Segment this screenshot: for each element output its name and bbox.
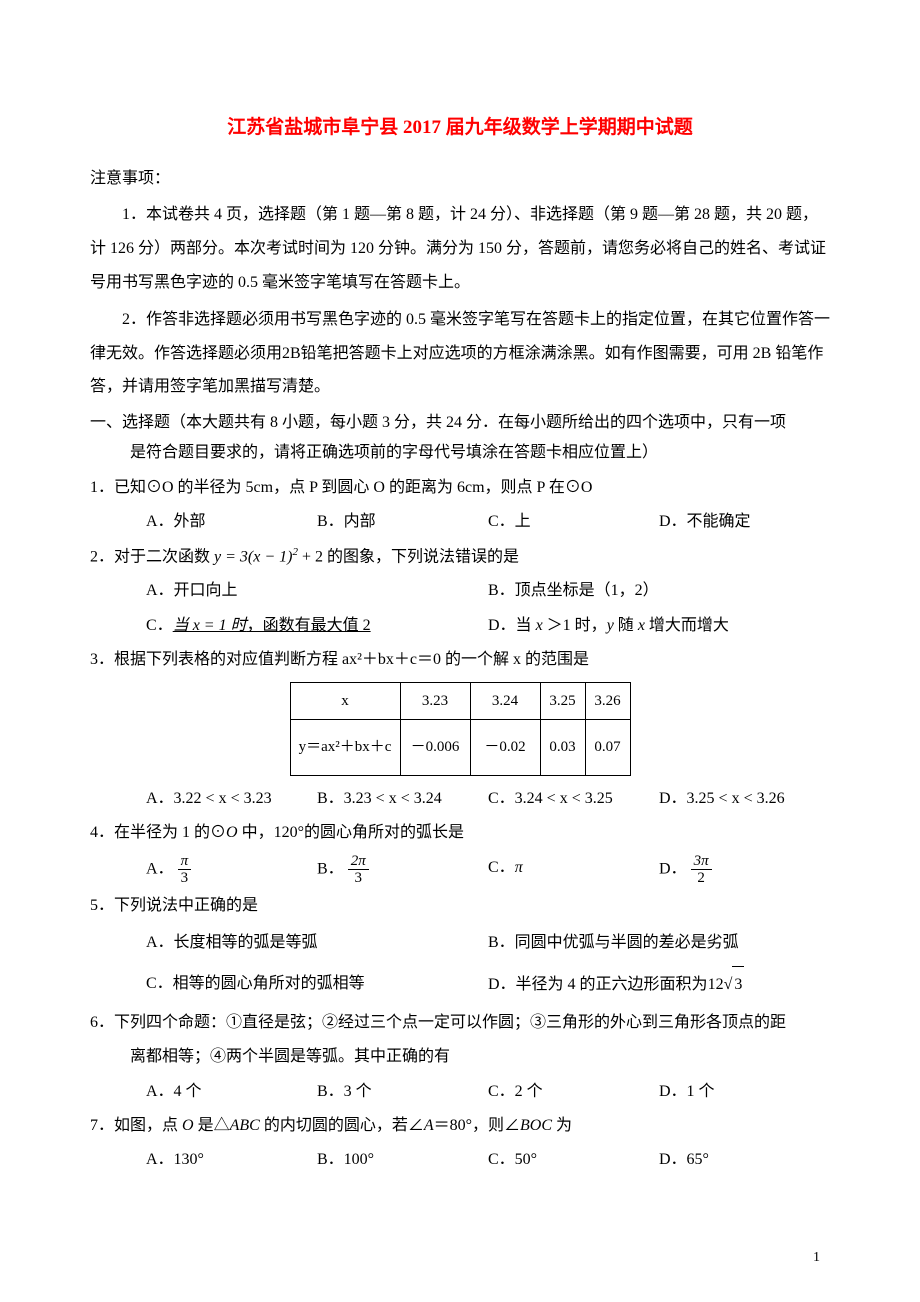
q3-opt-d: D．3.25 < x < 3.26: [659, 784, 830, 814]
q7-stem: 7．如图，点 O 是△ABC 的内切圆的圆心，若∠A＝80°，则∠BOC 为: [90, 1111, 830, 1141]
q4-b-frac: 2π 3: [348, 853, 369, 887]
q5-d-num: 12: [708, 976, 724, 993]
q2-c-pre: C．: [146, 617, 173, 634]
q2-opt-b: B．顶点坐标是（1，2）: [488, 576, 830, 606]
t-r2c3: －0.02: [470, 720, 540, 776]
q2-stem-pre: 2．对于二次函数: [90, 548, 214, 565]
q4-opt-b: B． 2π 3: [317, 853, 488, 887]
notice-label: 注意事项：: [90, 164, 830, 194]
q2-opt-d: D．当 x ＞1 时，y 随 x 增大而增大: [488, 611, 830, 641]
q4-d-den: 2: [691, 870, 712, 887]
q5-options: A．长度相等的弧是等弧 B．同圆中优弧与半圆的差必是劣弧 C．相等的圆心角所对的…: [90, 925, 830, 1008]
q6-opt-a: A．4 个: [146, 1077, 317, 1107]
q4-options: A． π 3 B． 2π 3 C．π D． 3π 2: [90, 853, 830, 887]
q6-opt-b: B．3 个: [317, 1077, 488, 1107]
section-a-title: 一、选择题（本大题共有 8 小题，每小题 3 分，共 24 分．在每小题所给出的…: [90, 408, 830, 438]
t-r1c5: 3.26: [585, 682, 630, 720]
t-r1c1: x: [290, 682, 400, 720]
q1-opt-a: A．外部: [146, 507, 317, 537]
q6-opt-d: D．1 个: [659, 1077, 830, 1107]
q1-options: A．外部 B．内部 C．上 D．不能确定: [90, 507, 830, 537]
t-r1c2: 3.23: [400, 682, 470, 720]
notice-para-2: 2．作答非选择题必须用书写黑色字迹的 0.5 毫米签字笔写在答题卡上的指定位置，…: [90, 303, 830, 404]
q7-options: A．130° B．100° C．50° D．65°: [90, 1145, 830, 1175]
q4-d-frac: 3π 2: [691, 853, 712, 887]
q6-stem2: 离都相等；④两个半圆是等弧。其中正确的有: [90, 1042, 830, 1072]
q4-b-label: B．: [317, 860, 344, 877]
t-r1c4: 3.25: [540, 682, 585, 720]
q4-b-den: 3: [348, 870, 369, 887]
q2-options: A．开口向上 B．顶点坐标是（1，2） C．当 x = 1 时，函数有最大值 2…: [90, 576, 830, 645]
q4-opt-c: C．π: [488, 853, 659, 887]
q2-stem-suf: + 2 的图象，下列说法错误的是: [298, 548, 519, 565]
q6-options: A．4 个 B．3 个 C．2 个 D．1 个: [90, 1077, 830, 1107]
q5-d-sqrt: 3: [724, 966, 745, 1004]
q3-options: A．3.22 < x < 3.23 B．3.23 < x < 3.24 C．3.…: [90, 784, 830, 814]
q2-opt-c: C．当 x = 1 时，函数有最大值 2: [146, 611, 488, 641]
q5-opt-a: A．长度相等的弧是等弧: [146, 925, 488, 962]
q2-formula: y = 3(x − 1): [214, 548, 292, 565]
q7-opt-d: D．65°: [659, 1145, 830, 1175]
q5-d-pre: D．半径为 4 的正六边形面积为: [488, 976, 708, 993]
q4-b-num: 2π: [348, 853, 369, 871]
q4-a-frac: π 3: [178, 853, 192, 887]
q7-opt-b: B．100°: [317, 1145, 488, 1175]
q3-opt-c: C．3.24 < x < 3.25: [488, 784, 659, 814]
q2-opt-a: A．开口向上: [146, 576, 488, 606]
q5-stem: 5．下列说法中正确的是: [90, 891, 830, 921]
q4-d-label: D．: [659, 860, 687, 877]
q2-stem: 2．对于二次函数 y = 3(x − 1)2 + 2 的图象，下列说法错误的是: [90, 542, 830, 573]
q4-opt-a: A． π 3: [146, 853, 317, 887]
q1-opt-b: B．内部: [317, 507, 488, 537]
section-a-cont: 是符合题目要求的，请将正确选项前的字母代号填涂在答题卡相应位置上）: [90, 438, 830, 468]
q5-opt-d: D．半径为 4 的正六边形面积为123: [488, 966, 830, 1004]
t-r1c3: 3.24: [470, 682, 540, 720]
q5-opt-c: C．相等的圆心角所对的弧相等: [146, 966, 488, 1004]
page-number: 1: [813, 1245, 820, 1272]
t-r2c5: 0.07: [585, 720, 630, 776]
q4-stem: 4．在半径为 1 的⊙O 中，120°的圆心角所对的弧长是: [90, 818, 830, 848]
page-title: 江苏省盐城市阜宁县 2017 届九年级数学上学期期中试题: [90, 110, 830, 146]
q7-opt-c: C．50°: [488, 1145, 659, 1175]
q3-table: x 3.23 3.24 3.25 3.26 y＝ax²＋bx＋c －0.006 …: [290, 682, 631, 777]
t-r2c1: y＝ax²＋bx＋c: [290, 720, 400, 776]
q4-a-num: π: [178, 853, 192, 871]
q4-opt-d: D． 3π 2: [659, 853, 830, 887]
q3-opt-b: B．3.23 < x < 3.24: [317, 784, 488, 814]
q1-stem: 1．已知⊙O 的半径为 5cm，点 P 到圆心 O 的距离为 6cm，则点 P …: [90, 473, 830, 503]
q3-opt-a: A．3.22 < x < 3.23: [146, 784, 317, 814]
q7-opt-a: A．130°: [146, 1145, 317, 1175]
t-r2c4: 0.03: [540, 720, 585, 776]
notice-para-1: 1．本试卷共 4 页，选择题（第 1 题—第 8 题，计 24 分）、非选择题（…: [90, 198, 830, 299]
q6-opt-c: C．2 个: [488, 1077, 659, 1107]
q1-opt-d: D．不能确定: [659, 507, 830, 537]
q3-stem: 3．根据下列表格的对应值判断方程 ax²＋bx＋c＝0 的一个解 x 的范围是: [90, 645, 830, 675]
q5-opt-b: B．同圆中优弧与半圆的差必是劣弧: [488, 925, 830, 962]
t-r2c2: －0.006: [400, 720, 470, 776]
q6-stem1: 6．下列四个命题：①直径是弦；②经过三个点一定可以作圆；③三角形的外心到三角形各…: [90, 1008, 830, 1038]
q2-c-under: 当 x = 1 时，函数有最大值 2: [173, 617, 371, 634]
q4-a-den: 3: [178, 870, 192, 887]
q4-d-num: 3π: [691, 853, 712, 871]
q1-opt-c: C．上: [488, 507, 659, 537]
q4-a-label: A．: [146, 860, 174, 877]
